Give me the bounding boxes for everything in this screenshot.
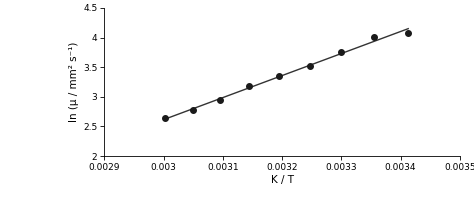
Y-axis label: ln (μ / mm² s⁻¹): ln (μ / mm² s⁻¹) [69, 42, 79, 122]
X-axis label: K / T: K / T [271, 175, 293, 185]
